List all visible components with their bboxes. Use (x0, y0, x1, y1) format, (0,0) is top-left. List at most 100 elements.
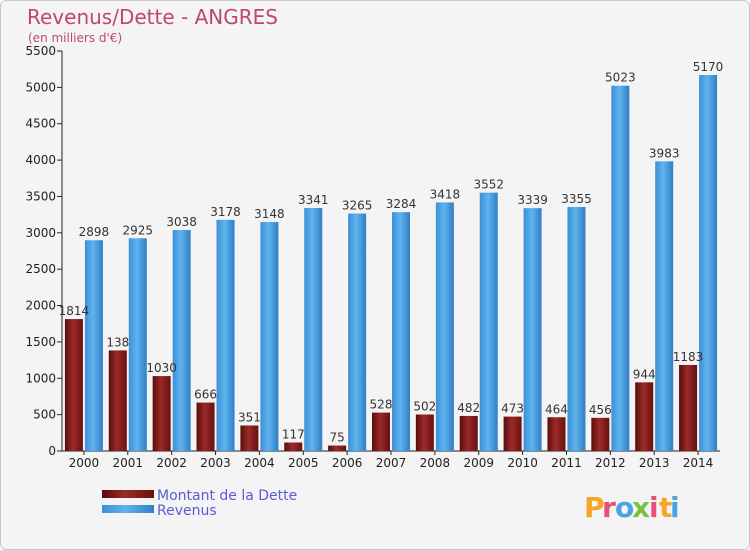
data-label-revenus: 3552 (473, 178, 504, 192)
chart-title: Revenus/Dette - ANGRES (27, 5, 278, 29)
legend-swatch-dette (102, 490, 154, 498)
data-label-revenus: 3148 (254, 207, 285, 221)
bar-revenus (699, 75, 718, 451)
bar-dette (503, 416, 522, 451)
data-label-dette: 528 (370, 398, 393, 412)
data-label-dette: 75 (329, 431, 344, 445)
y-tick-label: 2500 (25, 262, 56, 276)
bars (64, 75, 718, 451)
bar-revenus (304, 208, 323, 451)
logo-letter: x (632, 491, 650, 524)
bar-revenus (611, 85, 630, 451)
data-label-revenus: 3284 (386, 197, 417, 211)
bar-dette (635, 382, 654, 451)
legend-label-revenus: Revenus (157, 503, 217, 519)
data-label-dette: 944 (633, 367, 656, 381)
logo-letter: i (670, 491, 680, 524)
data-label-dette: 456 (589, 403, 612, 417)
y-tick-label: 4500 (25, 117, 56, 131)
x-tick-label: 2013 (639, 456, 670, 470)
y-tick-label: 4000 (25, 153, 56, 167)
data-label-dette: 117 (282, 427, 305, 441)
y-tick-label: 0 (48, 444, 56, 458)
bar-dette (459, 415, 478, 451)
y-tick-label: 1500 (25, 335, 56, 349)
proxiti-logo: Pr oxi ti (584, 491, 680, 524)
x-tick-label: 2001 (113, 456, 144, 470)
data-label-revenus: 3339 (517, 193, 548, 207)
bar-dette (284, 442, 303, 451)
legend: Montant de la Dette Revenus (102, 488, 297, 519)
data-label-dette: 1030 (146, 361, 177, 375)
bar-dette (240, 425, 259, 451)
bar-dette (372, 412, 390, 451)
x-tick-label: 2006 (332, 456, 363, 470)
data-label-revenus: 5023 (605, 71, 636, 85)
bar-revenus (348, 213, 367, 451)
bar-revenus (567, 207, 586, 451)
x-tick-label: 2007 (376, 456, 407, 470)
x-tick-label: 2000 (69, 456, 100, 470)
bar-dette (328, 445, 347, 451)
data-label-revenus: 3983 (649, 146, 680, 160)
x-tick-label: 2004 (244, 456, 275, 470)
chart-subtitle: (en milliers d'€) (28, 31, 122, 45)
bar-dette (591, 417, 610, 451)
x-tick-label: 2012 (595, 456, 626, 470)
bar-revenus (172, 230, 191, 451)
data-label-revenus: 2925 (123, 223, 154, 237)
bar-dette (547, 417, 566, 451)
y-tick-label: 500 (33, 408, 56, 422)
data-label-revenus: 3418 (430, 187, 461, 201)
bar-revenus (216, 219, 235, 451)
data-label-dette: 1814 (59, 304, 90, 318)
logo-letter: i (649, 491, 659, 524)
bar-revenus (84, 240, 103, 451)
data-label-dette: 351 (238, 410, 261, 424)
data-label-dette: 482 (457, 401, 480, 415)
data-label-revenus: 3265 (342, 199, 373, 213)
bar-dette (196, 402, 215, 451)
bar-revenus (435, 202, 454, 451)
logo-letter: o (615, 491, 634, 524)
legend-swatch-revenus (102, 505, 154, 513)
bar-revenus (260, 222, 279, 451)
bar-dette (108, 350, 127, 451)
x-tick-label: 2011 (551, 456, 582, 470)
bar-dette (679, 364, 698, 451)
data-label-dette: 138 (106, 335, 129, 349)
x-tick-label: 2008 (420, 456, 451, 470)
data-label-revenus: 3355 (561, 192, 592, 206)
y-tick-label: 2000 (25, 299, 56, 313)
data-label-dette: 502 (413, 399, 436, 413)
bar-dette (64, 319, 83, 451)
logo-letter: P (584, 491, 605, 524)
data-label-dette: 464 (545, 402, 568, 416)
bar-revenus (128, 238, 147, 451)
x-tick-label: 2009 (463, 456, 494, 470)
logo-letter: t (659, 491, 672, 524)
x-tick-label: 2003 (200, 456, 231, 470)
data-labels: 1814 2898 138 2925 1030 3038 666 3178 351 3148 117… (59, 60, 724, 445)
x-tick-label: 2002 (156, 456, 187, 470)
logo-letter: r (602, 491, 616, 524)
bar-revenus (523, 208, 542, 451)
data-label-revenus: 5170 (693, 60, 724, 74)
data-label-dette: 473 (501, 402, 524, 416)
x-tick-label: 2010 (507, 456, 538, 470)
x-axis: 2000 2001 2002 2003 2004 2005 2006 2007 2008 2009… (62, 450, 720, 470)
data-label-revenus: 3341 (298, 193, 329, 207)
data-label-revenus: 2898 (79, 225, 110, 239)
y-tick-label: 1000 (25, 371, 56, 385)
x-tick-label: 2014 (683, 456, 714, 470)
bar-dette (152, 376, 171, 451)
data-label-revenus: 3178 (210, 205, 241, 219)
bar-revenus (655, 161, 674, 451)
data-label-revenus: 3038 (166, 215, 197, 229)
data-label-dette: 1183 (673, 350, 704, 364)
legend-label-dette: Montant de la Dette (157, 488, 297, 504)
bar-dette (415, 414, 434, 451)
bar-revenus (479, 192, 498, 451)
y-tick-label: 3000 (25, 226, 56, 240)
